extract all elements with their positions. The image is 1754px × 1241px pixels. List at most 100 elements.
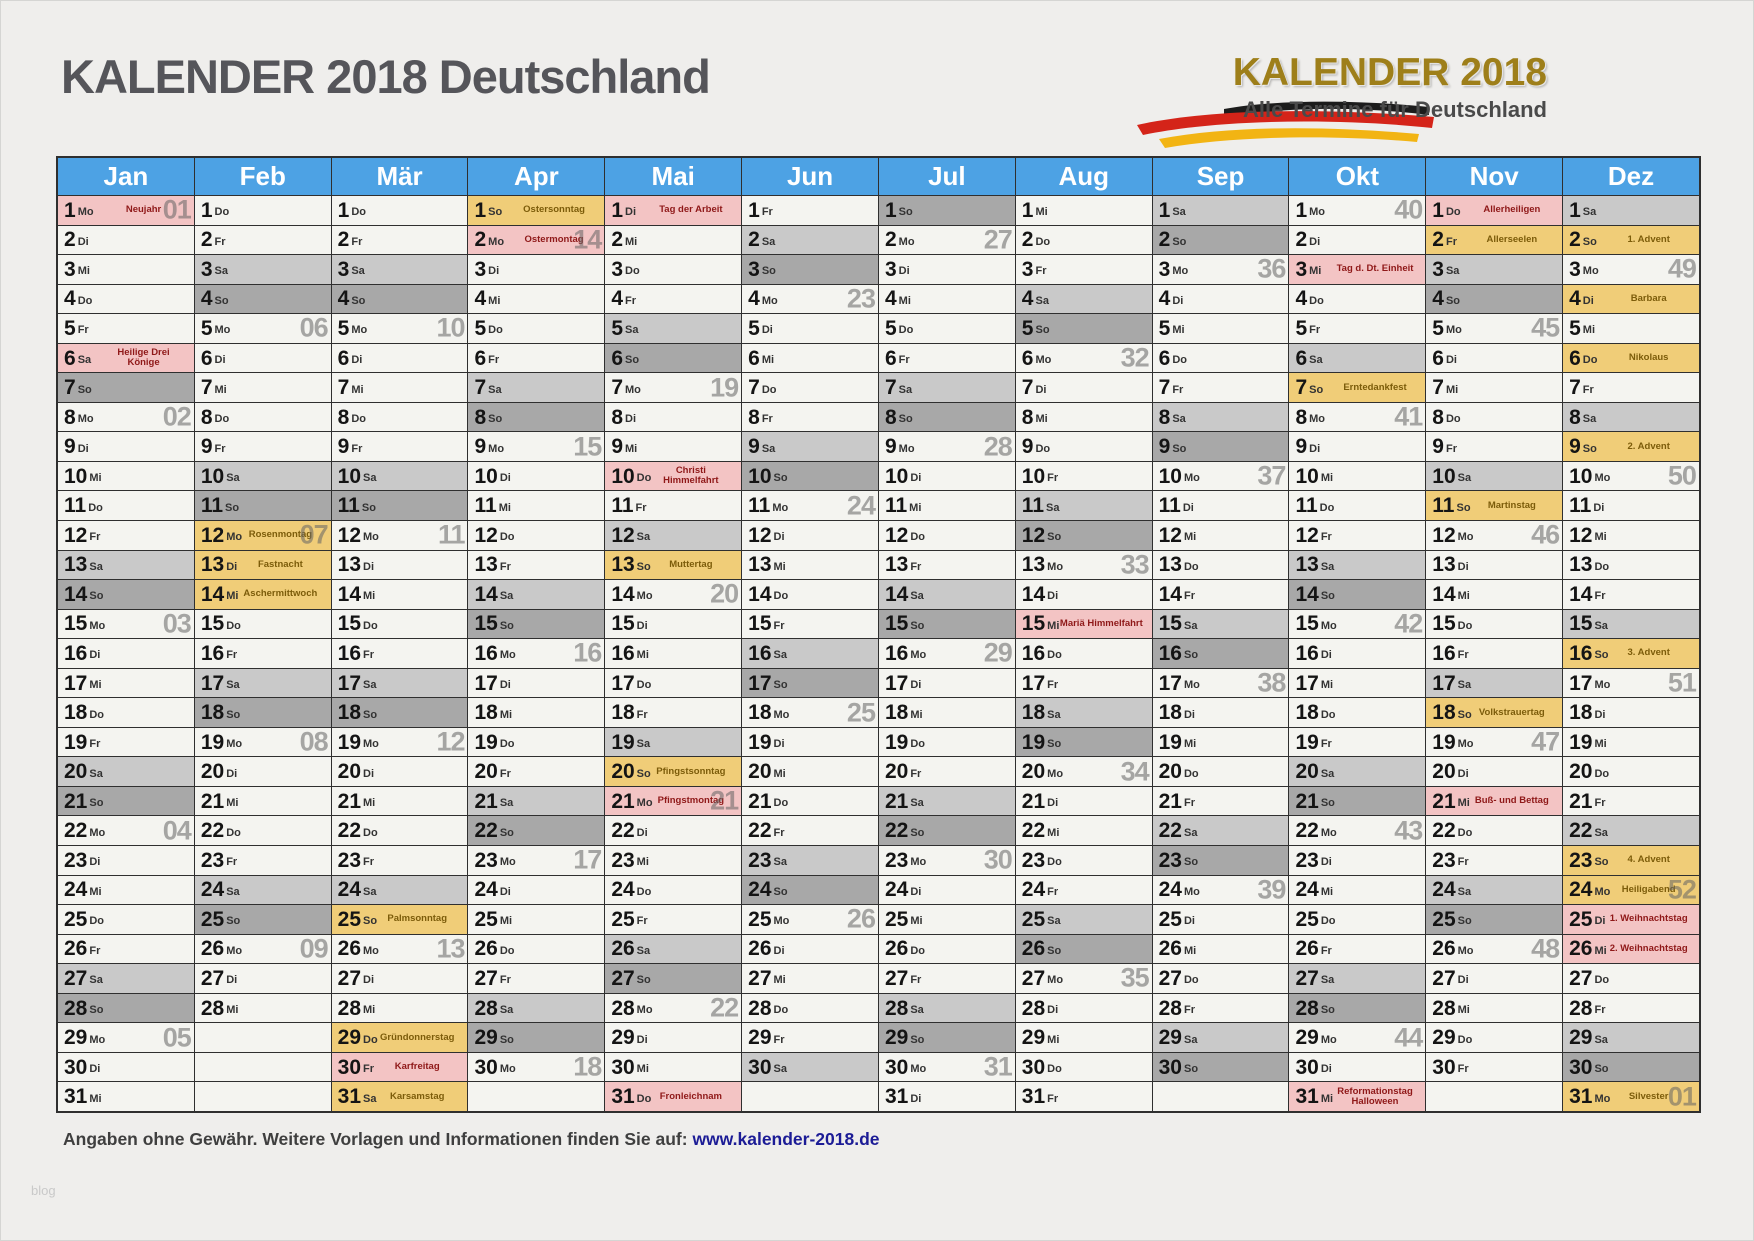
- day-number: 6: [200, 346, 213, 370]
- empty-cell: [468, 1082, 605, 1111]
- day-number: 12: [1295, 523, 1319, 547]
- day-cell: 8 Mo 02: [58, 402, 194, 433]
- day-number: 21: [748, 789, 772, 813]
- weekday-abbr: Di: [363, 560, 375, 573]
- day-number: 4: [337, 287, 350, 311]
- weekday-abbr: Fr: [773, 1033, 785, 1046]
- day-cell: 11 Fr: [605, 491, 742, 522]
- day-cell: 1 Do: [194, 196, 331, 226]
- day-number: 26: [1158, 937, 1182, 961]
- weekday-abbr: Fr: [351, 235, 363, 248]
- weekday-abbr: Sa: [226, 472, 240, 485]
- weekday-abbr: Di: [773, 944, 785, 957]
- weekday-abbr: So: [1047, 944, 1062, 957]
- day-cell: 6 Mi: [742, 343, 878, 374]
- day-number: 27: [748, 966, 772, 990]
- day-number: 12: [337, 523, 362, 547]
- day-number: 6: [64, 346, 76, 370]
- day-number: 1: [474, 198, 487, 222]
- day-cell: 9 Do: [1015, 432, 1152, 462]
- day-number: 14: [748, 582, 772, 606]
- weekday-abbr: Sa: [636, 944, 651, 957]
- weekday-abbr: Fr: [1594, 797, 1606, 810]
- day-cell: 19 Mo 08: [194, 727, 331, 758]
- day-cell: 26 Mo 09: [194, 934, 331, 965]
- day-cell: 10 Mi: [1289, 461, 1426, 492]
- weekday-abbr: Do: [910, 944, 925, 957]
- day-number: 3: [611, 257, 623, 281]
- day-cell: 15 Fr: [742, 609, 878, 640]
- weekday-abbr: So: [361, 501, 376, 514]
- day-cell: 11 Mo 24: [742, 491, 878, 522]
- holiday-label: Tag der Arbeit: [659, 204, 723, 216]
- weekday-abbr: Sa: [761, 235, 776, 248]
- weekday-abbr: Mi: [214, 383, 227, 396]
- day-number: 25: [748, 907, 772, 931]
- weekday-abbr: Sa: [910, 590, 924, 603]
- day-number: 15: [611, 612, 635, 636]
- day-cell: 1 Di Tag der Arbeit: [605, 196, 742, 226]
- day-cell: 1 Fr: [742, 196, 878, 226]
- weekday-abbr: So: [773, 679, 788, 692]
- day-cell: 23 Fr: [1426, 846, 1563, 876]
- day-number: 18: [1569, 701, 1593, 725]
- day-number: 18: [1432, 701, 1456, 725]
- day-cell: 30 Fr Karfreitag: [331, 1052, 468, 1083]
- day-number: 2: [337, 228, 350, 252]
- day-cell: 19 Fr: [1289, 727, 1426, 758]
- week-number: 03: [162, 609, 192, 639]
- weekday-abbr: Mi: [498, 501, 511, 514]
- day-cell: 18 Fr: [605, 698, 742, 728]
- day-cell: 18 Di: [1152, 698, 1289, 728]
- day-cell: 17 Sa: [194, 668, 331, 699]
- weekday-abbr: Fr: [1582, 383, 1594, 396]
- day-number: 30: [64, 1055, 88, 1079]
- day-cell: 9 So 2. Advent: [1563, 432, 1699, 462]
- day-cell: 29 Fr: [742, 1023, 878, 1053]
- day-number: 15: [474, 612, 498, 636]
- day-cell: 21 Fr: [1563, 786, 1699, 817]
- day-cell: 19 Mi: [1563, 727, 1699, 758]
- day-cell: 10 So: [742, 461, 878, 492]
- day-cell: 24 Do: [605, 875, 742, 906]
- day-cell: 31 Do Fronleichnam: [605, 1082, 742, 1111]
- day-cell: 20 Sa: [58, 757, 194, 787]
- day-cell: 24 Mi: [1289, 875, 1426, 906]
- weekday-abbr: Fr: [1594, 1004, 1606, 1017]
- day-number: 23: [611, 848, 635, 872]
- weekday-abbr: Mo: [1457, 531, 1474, 544]
- footer-link[interactable]: www.kalender-2018.de: [692, 1129, 880, 1149]
- day-cell: 11 Do: [58, 491, 194, 522]
- holiday-label: Nikolaus: [1628, 352, 1669, 364]
- day-number: 12: [1158, 523, 1182, 547]
- day-number: 4: [1021, 287, 1034, 311]
- day-cell: 6 Sa: [1289, 343, 1426, 374]
- day-number: 5: [611, 316, 623, 340]
- day-cell: 17 Mo 38: [1152, 668, 1289, 699]
- day-number: 30: [1021, 1055, 1046, 1079]
- day-number: 1: [1295, 198, 1308, 222]
- day-number: 13: [1432, 553, 1456, 577]
- day-number: 31: [64, 1085, 88, 1109]
- weekday-abbr: Sa: [89, 560, 103, 573]
- weekday-abbr: Do: [488, 324, 503, 337]
- day-cell: 17 Mi: [1289, 668, 1426, 699]
- day-cell: 20 Di: [194, 757, 331, 787]
- month-column: Mär 1 Do 2 Fr 3 Sa 4 So 5 Mo 10 6 Di 7 Mi 8 Do 9 Fr 10 Sa 11 So…: [331, 158, 469, 1111]
- day-cell: 17 So: [742, 668, 878, 699]
- weekday-abbr: Mi: [1047, 826, 1060, 839]
- day-number: 4: [474, 287, 487, 311]
- weekday-abbr: Do: [351, 413, 367, 426]
- weekday-abbr: Mo: [77, 206, 94, 219]
- weekday-abbr: So: [898, 413, 913, 426]
- day-cell: 1 So Ostersonntag: [468, 196, 605, 226]
- month-header: Mär: [331, 158, 468, 196]
- day-cell: 20 Do: [1152, 757, 1289, 787]
- day-number: 5: [884, 316, 897, 340]
- weekday-abbr: Mi: [636, 649, 649, 662]
- weekday-abbr: Mo: [89, 826, 106, 839]
- week-number: 46: [1531, 521, 1560, 550]
- holiday-label: Karsamstag: [390, 1090, 445, 1102]
- weekday-abbr: So: [910, 1033, 925, 1046]
- day-cell: 19 Do: [878, 727, 1015, 758]
